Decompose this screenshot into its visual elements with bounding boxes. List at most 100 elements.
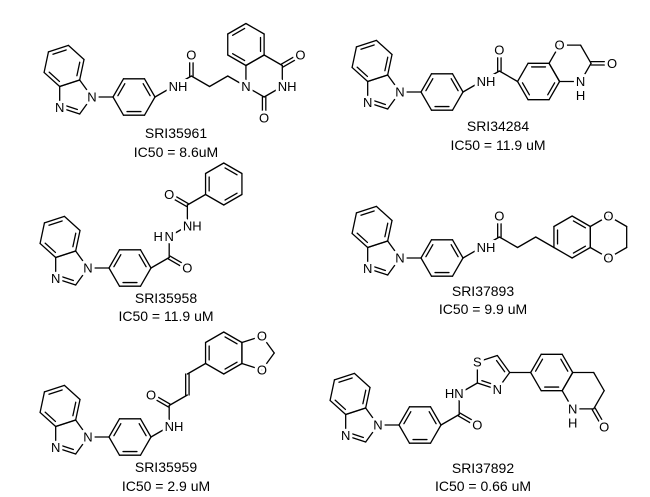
bond bbox=[245, 22, 265, 35]
bond bbox=[351, 212, 358, 235]
bond bbox=[204, 362, 225, 375]
bond bbox=[48, 220, 63, 226]
bond bbox=[139, 418, 152, 438]
bond bbox=[138, 423, 147, 437]
bond bbox=[59, 275, 75, 282]
bond bbox=[420, 257, 433, 277]
bond bbox=[63, 384, 81, 401]
bond bbox=[459, 412, 479, 425]
atom-label: N bbox=[363, 261, 372, 276]
bond bbox=[224, 336, 238, 345]
bond bbox=[245, 54, 265, 67]
bond bbox=[398, 424, 411, 444]
bond bbox=[43, 384, 66, 393]
bond bbox=[451, 239, 464, 259]
bond bbox=[553, 246, 573, 259]
atom-label: N bbox=[83, 261, 92, 276]
atom-label: N bbox=[363, 95, 372, 110]
bond bbox=[75, 436, 89, 455]
bond bbox=[589, 246, 610, 259]
bond bbox=[231, 27, 246, 36]
bond bbox=[169, 255, 189, 268]
atom-label: S bbox=[473, 355, 482, 370]
bond bbox=[150, 425, 170, 438]
bond bbox=[168, 394, 189, 407]
bond bbox=[108, 418, 121, 438]
bond bbox=[204, 193, 225, 206]
bond bbox=[387, 219, 393, 242]
atom-label: N bbox=[568, 401, 577, 416]
bond bbox=[440, 413, 460, 426]
atom-label: NH bbox=[278, 79, 297, 94]
atom-label: NH bbox=[183, 219, 202, 234]
bond bbox=[139, 249, 152, 269]
bond bbox=[560, 358, 569, 372]
atom-label: O bbox=[257, 329, 267, 344]
bond bbox=[280, 52, 301, 65]
atom-label: O bbox=[259, 111, 269, 126]
bond bbox=[398, 406, 411, 426]
bond bbox=[387, 91, 401, 110]
bond bbox=[117, 83, 126, 97]
bond bbox=[387, 53, 393, 76]
bond bbox=[245, 85, 265, 98]
bond bbox=[150, 256, 170, 269]
bond bbox=[139, 436, 152, 456]
bond bbox=[76, 61, 81, 77]
bond bbox=[516, 236, 537, 249]
bond bbox=[72, 232, 77, 248]
bond bbox=[43, 215, 66, 224]
bond bbox=[498, 70, 519, 83]
bond bbox=[387, 74, 401, 93]
bond bbox=[579, 62, 592, 83]
bond bbox=[351, 66, 369, 83]
bond bbox=[329, 399, 347, 416]
compound-activity: IC50 = 9.9 uM bbox=[439, 301, 527, 317]
bond bbox=[561, 371, 574, 392]
bond bbox=[241, 362, 263, 371]
bond bbox=[458, 382, 479, 395]
bond bbox=[351, 232, 369, 249]
bond bbox=[384, 56, 389, 72]
bond bbox=[571, 215, 591, 228]
bond bbox=[142, 83, 151, 97]
bond bbox=[371, 99, 387, 106]
bond bbox=[387, 257, 401, 276]
bond bbox=[169, 192, 189, 205]
bond bbox=[261, 352, 275, 371]
atom-label: O bbox=[603, 209, 613, 224]
atom-label: O bbox=[472, 418, 482, 433]
bond bbox=[572, 245, 587, 254]
bond bbox=[425, 78, 434, 92]
atom-label: NH bbox=[477, 74, 496, 89]
bond bbox=[59, 79, 81, 88]
bond bbox=[420, 239, 433, 259]
atom-label: H bbox=[568, 415, 577, 430]
bond bbox=[480, 70, 501, 83]
atom-label: O bbox=[295, 48, 305, 63]
atom-label: O bbox=[554, 38, 564, 53]
bond bbox=[47, 44, 70, 53]
bond bbox=[261, 335, 275, 354]
bond bbox=[108, 267, 121, 287]
bond bbox=[67, 44, 85, 61]
bond bbox=[186, 362, 207, 375]
bond bbox=[530, 353, 542, 374]
bond bbox=[521, 82, 531, 96]
bond bbox=[345, 434, 367, 443]
atom-label: O bbox=[494, 43, 504, 58]
bond bbox=[186, 193, 207, 206]
bond bbox=[112, 96, 125, 116]
bond bbox=[43, 51, 50, 74]
compound-activity: IC50 = 2.9 uM bbox=[122, 478, 210, 494]
bond bbox=[223, 162, 243, 175]
bond bbox=[39, 411, 57, 428]
bond bbox=[498, 236, 519, 249]
atom-label: H bbox=[153, 229, 162, 244]
bond bbox=[593, 390, 605, 410]
bond bbox=[476, 354, 498, 363]
atom-label: NH bbox=[165, 419, 184, 434]
bond bbox=[113, 423, 122, 437]
atom-label: NH bbox=[477, 240, 496, 255]
bond bbox=[329, 379, 336, 402]
